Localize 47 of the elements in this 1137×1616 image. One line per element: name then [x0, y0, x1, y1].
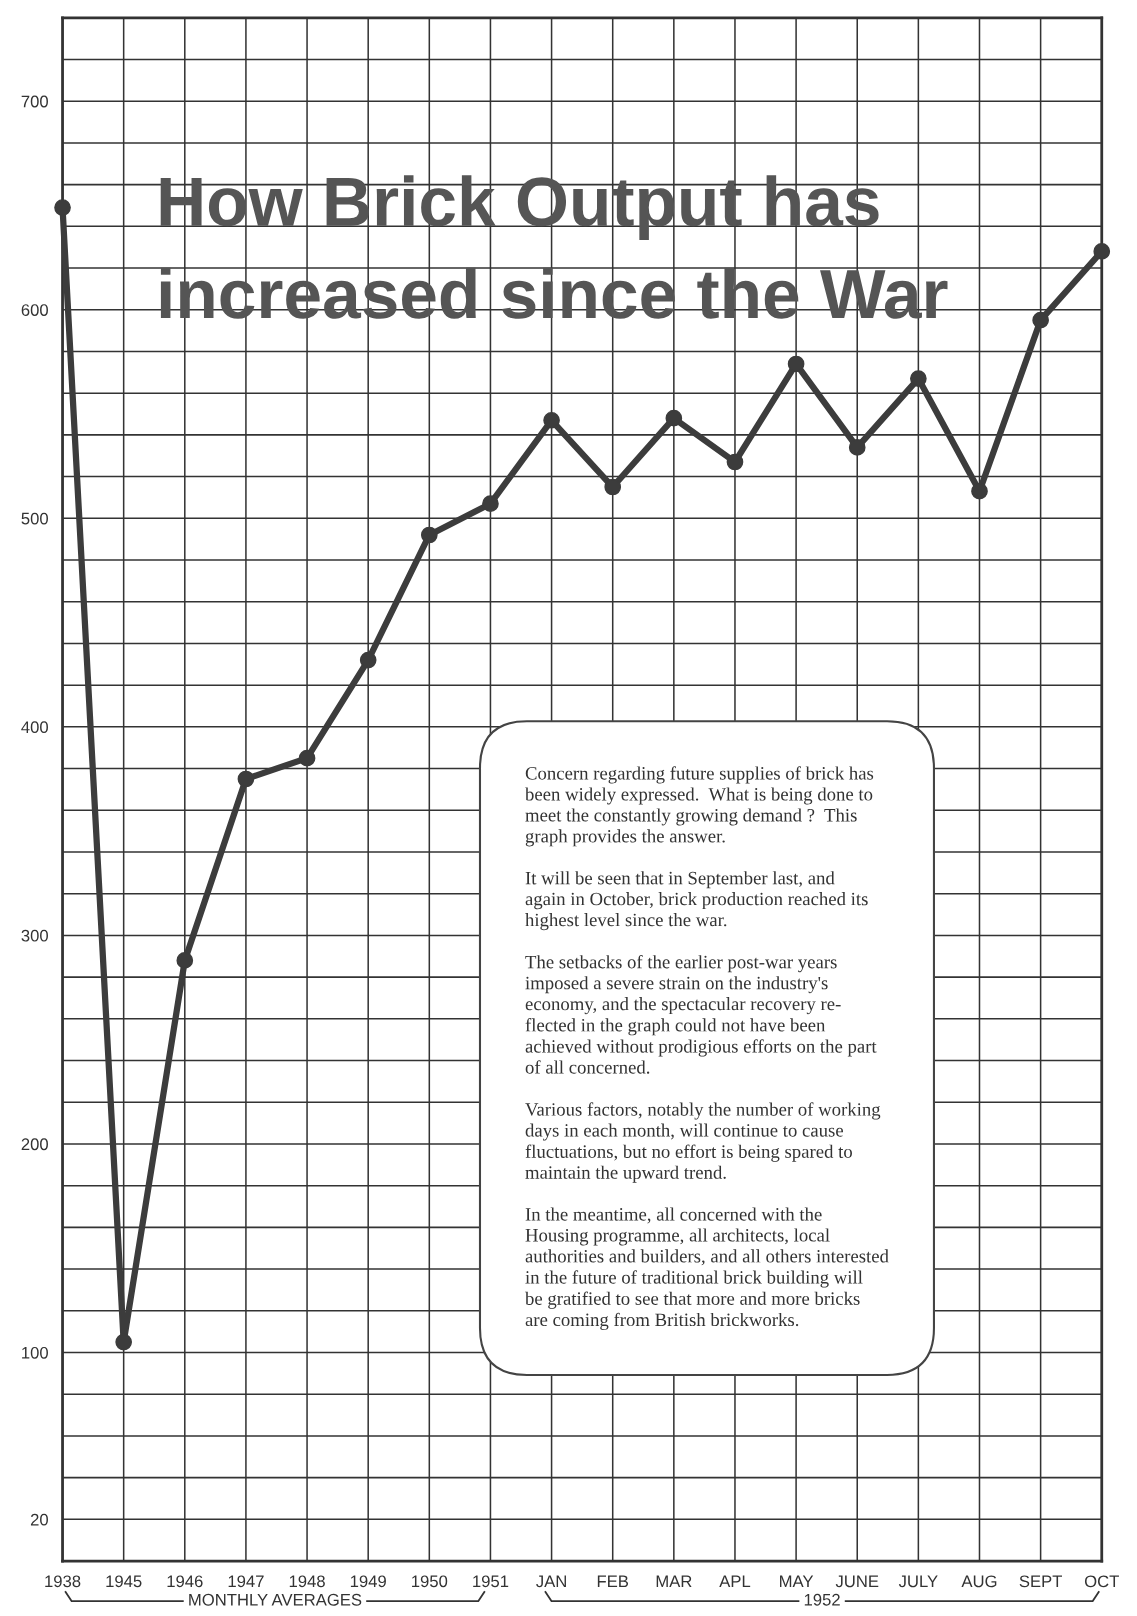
point [910, 370, 927, 387]
x-tick-label: 1946 [167, 1575, 203, 1588]
x-tick-label: APL [719, 1575, 751, 1588]
y-tick-label: 500 [21, 512, 48, 525]
point [543, 411, 560, 429]
x-tick-label: 1950 [412, 1575, 448, 1588]
x-tick-label: OCT [1084, 1575, 1119, 1588]
text: 1952 [804, 1593, 840, 1606]
point [971, 482, 988, 500]
point [237, 770, 255, 788]
point [665, 409, 683, 427]
point [54, 199, 71, 216]
x-tick-label: 1938 [45, 1575, 81, 1588]
x-tick-label: MAR [656, 1575, 692, 1588]
y-tick-label: 20 [30, 1513, 48, 1526]
y-tick-label: 200 [21, 1138, 48, 1151]
point [1093, 243, 1111, 260]
x-tick-label: 1945 [106, 1575, 142, 1588]
point [482, 495, 499, 513]
y-tick-label: 600 [21, 304, 48, 316]
text: Concern regarding future supplies of brick has been widely expressed. What is being done to meet the constantly growing demand ? This graph provides the answer. It will be seen that in September last, and again in October, brick production reached its highest level since the war. The setbacks of the earlier post-war years imposed a severe strain on the industry's economy, and the spectacular recovery re- flected in the graph could not have been achieved without prodigious efforts on the part of all concerned. Various factors, notably the number of working days in each month, will continue to cause fluctuations, but no effort is being spared to maintain the upward trend. In the meantime, all concerned with the Housing programme, all architects, local authorities and builders, and all others interested in the future of traditional brick building will be gratified to see that more and more bricks are coming from British brickworks. [524, 766, 889, 1330]
x-tick-label: JULY [898, 1575, 938, 1588]
point [787, 355, 805, 373]
x-tick-label: FEB [597, 1575, 629, 1588]
text: MONTHLY AVERAGES [189, 1593, 362, 1606]
point [420, 526, 438, 544]
point [604, 478, 622, 496]
y-tick-label: 400 [21, 721, 48, 734]
point [726, 453, 744, 471]
y-tick-label: 100 [22, 1346, 48, 1359]
x-tick-label: AUG [961, 1575, 997, 1588]
x-tick-label: JUNE [835, 1575, 879, 1588]
x-tick-label: SEPT [1019, 1575, 1063, 1588]
y-tick-label: 700 [21, 95, 48, 108]
point [1032, 311, 1049, 329]
point [298, 749, 316, 767]
x-tick-label: 1947 [228, 1575, 264, 1588]
point [115, 1333, 132, 1351]
y-tick-label: 300 [21, 929, 48, 942]
point [848, 439, 866, 456]
x-tick-label: 1951 [473, 1575, 509, 1588]
x-tick-label: 1949 [350, 1575, 386, 1588]
x-tick-label: 1948 [289, 1575, 325, 1588]
point [176, 952, 194, 969]
x-tick-label: JAN [536, 1575, 566, 1588]
point [359, 651, 377, 669]
x-tick-label: MAY [780, 1575, 814, 1588]
